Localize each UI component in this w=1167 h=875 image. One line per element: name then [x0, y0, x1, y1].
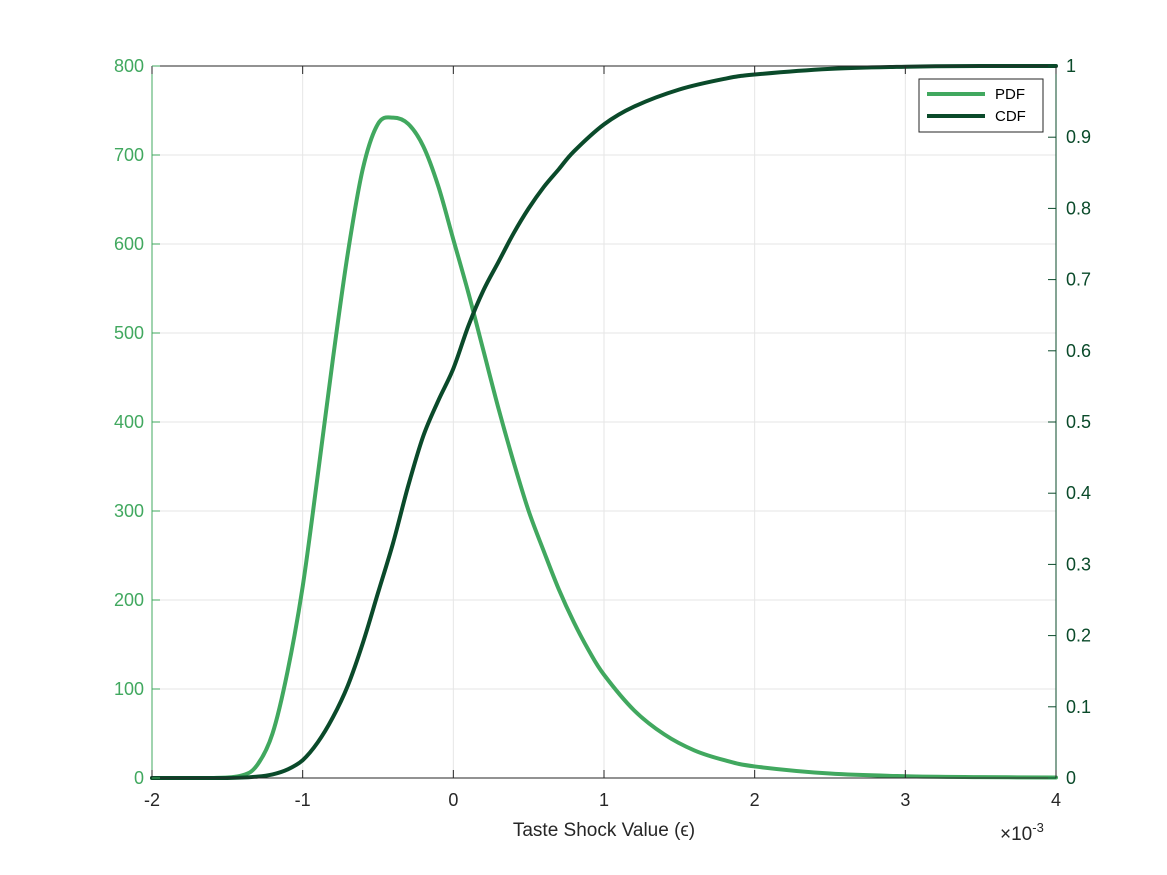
- series: [150, 63, 1058, 781]
- x-axis-label: Taste Shock Value (ϵ): [513, 820, 695, 841]
- x-tick-label: 0: [448, 790, 458, 810]
- x-tick-label: 1: [599, 790, 609, 810]
- x-axis-exponent: ×10-3: [1000, 820, 1044, 845]
- y-right-tick-label: 0.7: [1066, 270, 1091, 290]
- tick-labels: -2 -1 0 1 2 3 4010020030040050060070080000.10.…: [114, 56, 1091, 810]
- y-left-tick-label: 100: [114, 679, 144, 699]
- legend-label-cdf: CDF: [995, 108, 1026, 125]
- legend-box: [918, 78, 1044, 133]
- y-left-tick-label: 400: [114, 412, 144, 432]
- legend-label-pdf: PDF: [995, 86, 1025, 103]
- y-right-tick-label: 1: [1066, 56, 1076, 76]
- x-axis-exponent-base: ×10: [1000, 824, 1032, 845]
- y-right-tick-label: 0.4: [1066, 483, 1091, 503]
- series-line-pdf: [150, 115, 1058, 780]
- y-left-tick-label: 700: [114, 145, 144, 165]
- y-left-tick-label: 300: [114, 501, 144, 521]
- legend: PDF CDF: [918, 78, 1044, 133]
- x-tick-label: -1: [295, 790, 311, 810]
- y-right-tick-label: 0.8: [1066, 198, 1091, 218]
- y-right-tick-label: 0.9: [1066, 127, 1091, 147]
- x-axis-exponent-power: -3: [1032, 820, 1044, 835]
- y-right-tick-label: 0.5: [1066, 412, 1091, 432]
- y-right-tick-label: 0.2: [1066, 626, 1091, 646]
- y-right-tick-label: 0.3: [1066, 554, 1091, 574]
- y-left-tick-label: 500: [114, 323, 144, 343]
- y-left-tick-label: 200: [114, 590, 144, 610]
- y-left-tick-label: 800: [114, 56, 144, 76]
- x-tick-label: 4: [1051, 790, 1061, 810]
- x-tick-label: 2: [750, 790, 760, 810]
- y-right-tick-label: 0: [1066, 768, 1076, 788]
- y-right-tick-label: 0.1: [1066, 697, 1091, 717]
- y-left-tick-label: 0: [134, 768, 144, 788]
- y-right-tick-label: 0.6: [1066, 341, 1091, 361]
- x-tick-label: -2: [144, 790, 160, 810]
- x-tick-label: 3: [900, 790, 910, 810]
- series-line-cdf: [150, 63, 1058, 781]
- y-left-tick-label: 600: [114, 234, 144, 254]
